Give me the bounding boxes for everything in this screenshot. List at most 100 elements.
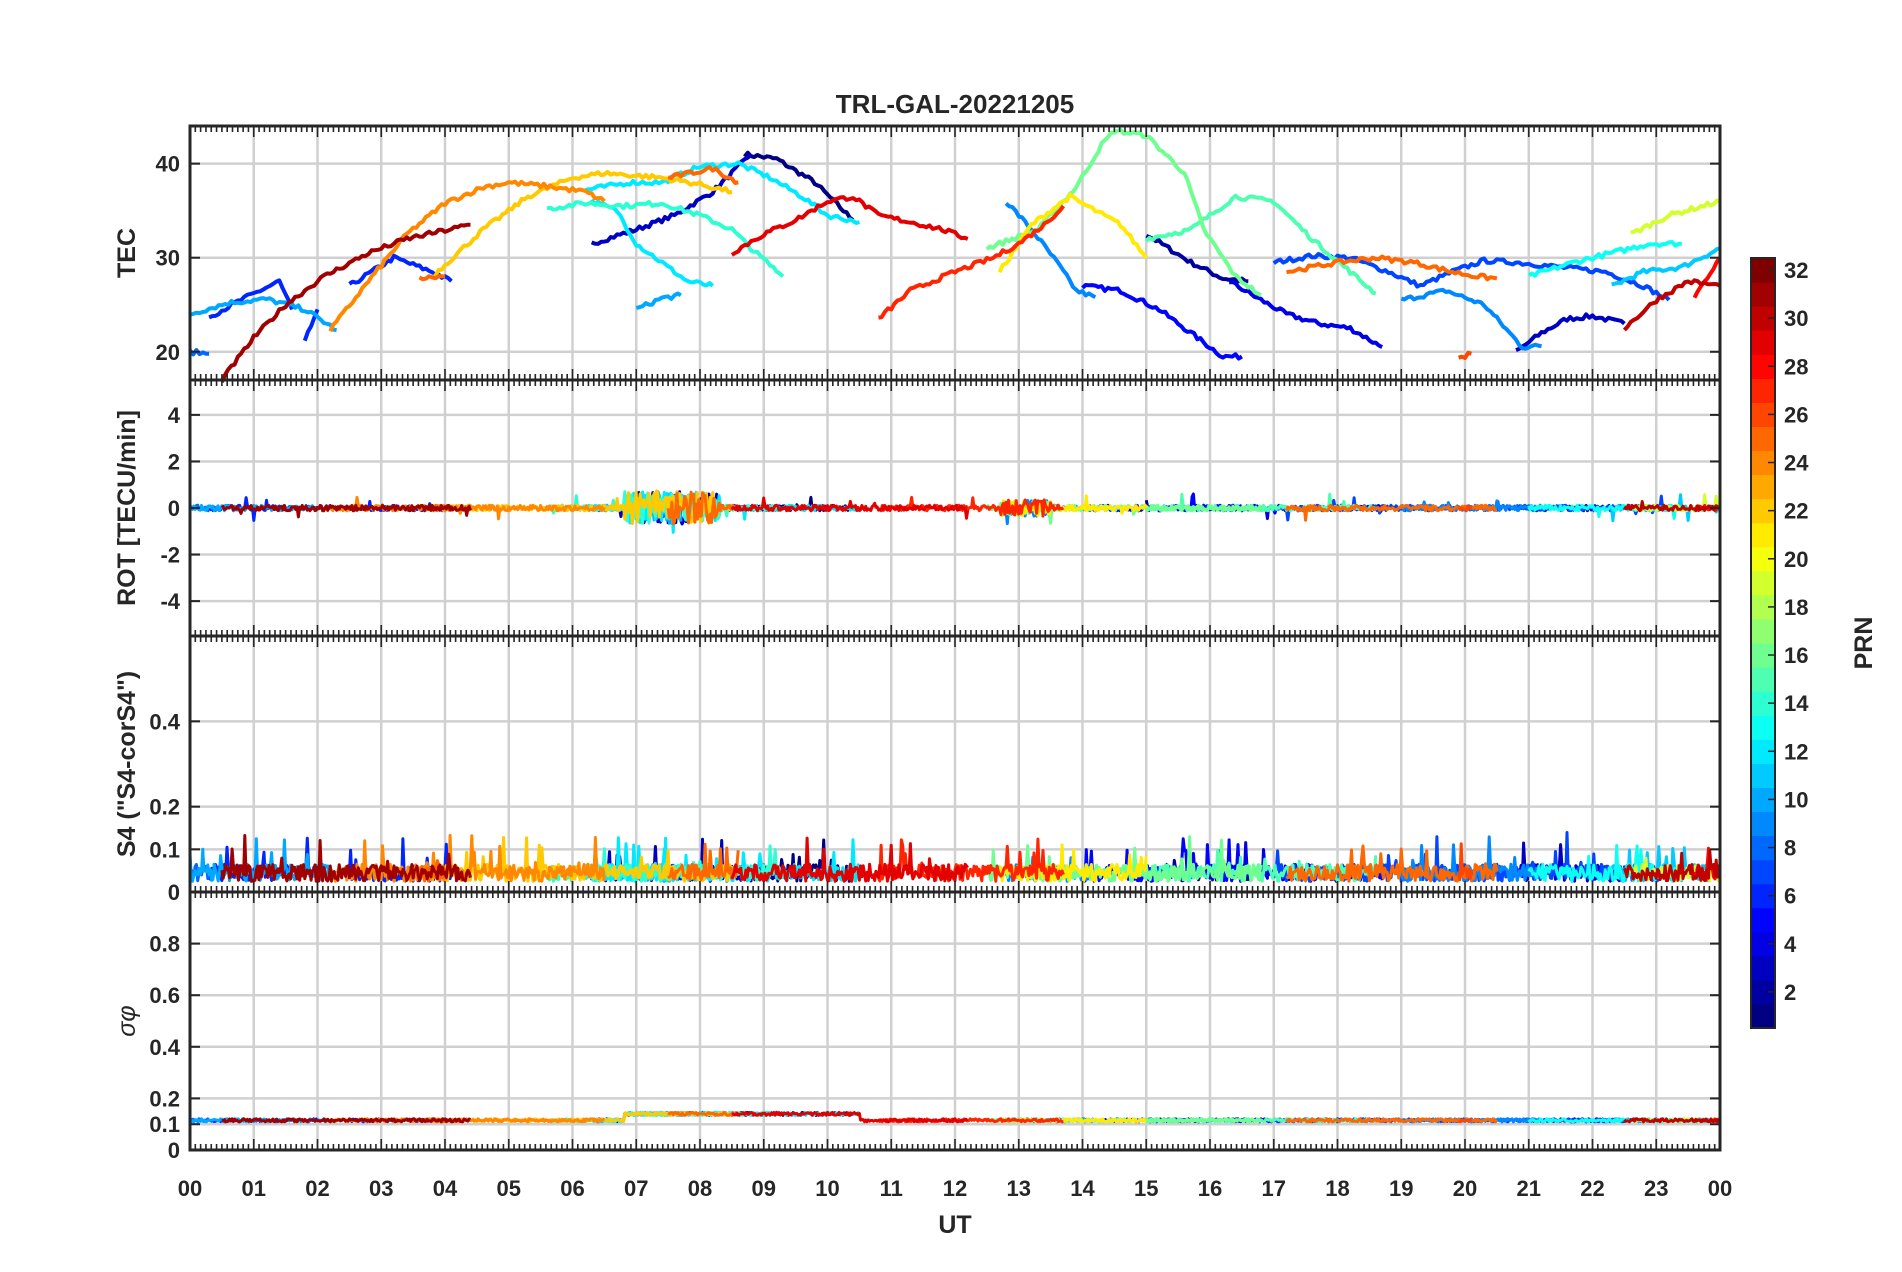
y-tick-label: 0 — [168, 496, 180, 521]
colorbar-label: PRN — [1850, 617, 1878, 670]
panel-rot: -4 -2 0 2 4 ROT [TECU/min] — [113, 378, 1722, 638]
grid — [190, 892, 1720, 1152]
x-tick-label: 01 — [242, 1176, 266, 1201]
x-tick-label: 17 — [1262, 1176, 1286, 1201]
x-tick-label: 12 — [943, 1176, 967, 1201]
colorbar-cell — [1751, 955, 1775, 981]
tec-line-prn-7 — [1272, 252, 1671, 302]
colorbar-cell — [1751, 859, 1775, 885]
colorbar-cell — [1751, 474, 1775, 500]
x-ticks — [189, 380, 1721, 636]
y-tick-label: 0.4 — [149, 1035, 180, 1060]
colorbar-cell — [1751, 1003, 1775, 1029]
tec-line-prn-25 — [418, 274, 446, 282]
x-tick-label: 19 — [1389, 1176, 1413, 1201]
colorbar-cell — [1751, 522, 1775, 548]
s4-line-prn-29 — [730, 836, 969, 883]
sigma_phi-line-prn-25 — [667, 1110, 740, 1117]
colorbar-tick-label: 18 — [1784, 595, 1808, 620]
tec-line-prn-25 — [667, 165, 739, 185]
s4-line-prn-31 — [220, 834, 472, 883]
sigma_phi-line-prn-29 — [731, 1110, 969, 1124]
y-tick-label: 0.1 — [149, 837, 180, 862]
tec-line-prn-26 — [1458, 350, 1472, 360]
x-axis-label: UT — [938, 1211, 971, 1239]
colorbar-cell — [1751, 426, 1775, 452]
tec-line-prn-27 — [878, 204, 1066, 320]
tec-line-prn-31 — [220, 222, 471, 383]
y-tick-label: 20 — [156, 340, 180, 365]
colorbar-cell — [1751, 667, 1775, 692]
sigma_phi-line-prn-30 — [1623, 1117, 1721, 1124]
s4-line-prn-11 — [1610, 845, 1722, 883]
tec-line-prn-11 — [1611, 246, 1721, 287]
y-tick-label: 0.2 — [149, 1086, 180, 1111]
y-axis-label-sigma_phi: σφ — [113, 1005, 141, 1036]
x-tick-label: 11 — [880, 1176, 903, 1201]
tec-line-prn-22 — [431, 169, 733, 279]
y-tick-label: 0.8 — [149, 932, 180, 957]
tec-line-prn-8 — [188, 348, 210, 357]
tec-line-prn-29 — [730, 195, 969, 257]
x-tick-label: 03 — [369, 1176, 393, 1201]
x-tick-labels: 00 01 02 03 04 05 06 07 08 09 10 11 12 13 14 15 16 17 18 19… — [178, 1176, 1732, 1201]
x-tick-label: 22 — [1580, 1176, 1604, 1201]
x-ticks — [189, 892, 1721, 1150]
rot-line-prn-31 — [220, 503, 472, 519]
panel-tec: 20 30 40 TEC — [113, 124, 1722, 383]
grid — [190, 126, 1720, 380]
x-tick-label: 06 — [560, 1176, 584, 1201]
x-tick-label: 18 — [1325, 1176, 1349, 1201]
rot-line-prn-25 — [666, 490, 740, 526]
tec-line-prn-3 — [1515, 312, 1626, 352]
y-tick-label: 0.1 — [149, 1112, 180, 1137]
y-tick-label: 0.4 — [149, 709, 180, 734]
tec-line-prn-12 — [584, 160, 860, 225]
x-tick-label: 10 — [815, 1176, 839, 1201]
colorbar-tick-label: 24 — [1784, 451, 1809, 476]
x-tick-label: 23 — [1644, 1176, 1668, 1201]
tec-line-prn-28 — [1692, 256, 1722, 299]
series-group — [188, 831, 1722, 883]
tec-line-prn-10 — [635, 291, 682, 310]
series-group — [188, 1110, 1722, 1124]
colorbar-tick-label: 20 — [1784, 547, 1808, 572]
colorbar-tick-label: 12 — [1784, 739, 1808, 764]
colorbar-cell — [1751, 715, 1775, 740]
colorbar-cell — [1751, 282, 1775, 307]
tec-line-prn-2 — [1145, 233, 1249, 284]
y-tick-label: 0 — [168, 880, 180, 905]
tec-line-prn-9 — [1400, 287, 1542, 351]
colorbar-cell — [1751, 570, 1775, 596]
series-group — [188, 127, 1722, 383]
rot-line-prn-30 — [1623, 500, 1722, 513]
colorbar-cell — [1751, 907, 1775, 933]
tec-line-prn-24 — [328, 179, 606, 333]
colorbar-frame — [1750, 257, 1776, 1029]
colorbar-tick-label: 28 — [1784, 354, 1808, 379]
y-axis-label-s4: S4 ("S4-corS4") — [113, 671, 141, 857]
rot-line-prn-27 — [877, 495, 1065, 518]
colorbar-tick-label: 22 — [1784, 499, 1808, 524]
x-tick-label: 20 — [1453, 1176, 1477, 1201]
tec-line-prn-21 — [997, 192, 1148, 273]
y-tick-label: -4 — [160, 589, 180, 614]
y-tick-label: 0 — [168, 1138, 180, 1163]
colorbar-tick-label: 30 — [1784, 306, 1808, 331]
tec-line-prn-9 — [1004, 201, 1097, 299]
y-tick-label: 30 — [156, 246, 180, 271]
rot-line-prn-25 — [1285, 503, 1498, 522]
tec-line-prn-14 — [546, 200, 785, 278]
colorbar-tick-label: 32 — [1784, 258, 1808, 283]
colorbar-tick-label: 2 — [1784, 980, 1796, 1005]
tec-line-prn-6 — [208, 278, 294, 320]
sigma_phi-line-prn-26 — [1457, 1118, 1473, 1124]
series-group — [188, 489, 1722, 534]
panel-s4: 0 0.1 0.2 0.4 S4 ("S4-corS4") — [113, 634, 1722, 905]
x-tick-label: 15 — [1134, 1176, 1158, 1201]
x-tick-label: 02 — [305, 1176, 329, 1201]
tec-line-prn-4 — [1228, 280, 1383, 349]
x-tick-label: 09 — [752, 1176, 776, 1201]
x-tick-label: 13 — [1007, 1176, 1031, 1201]
